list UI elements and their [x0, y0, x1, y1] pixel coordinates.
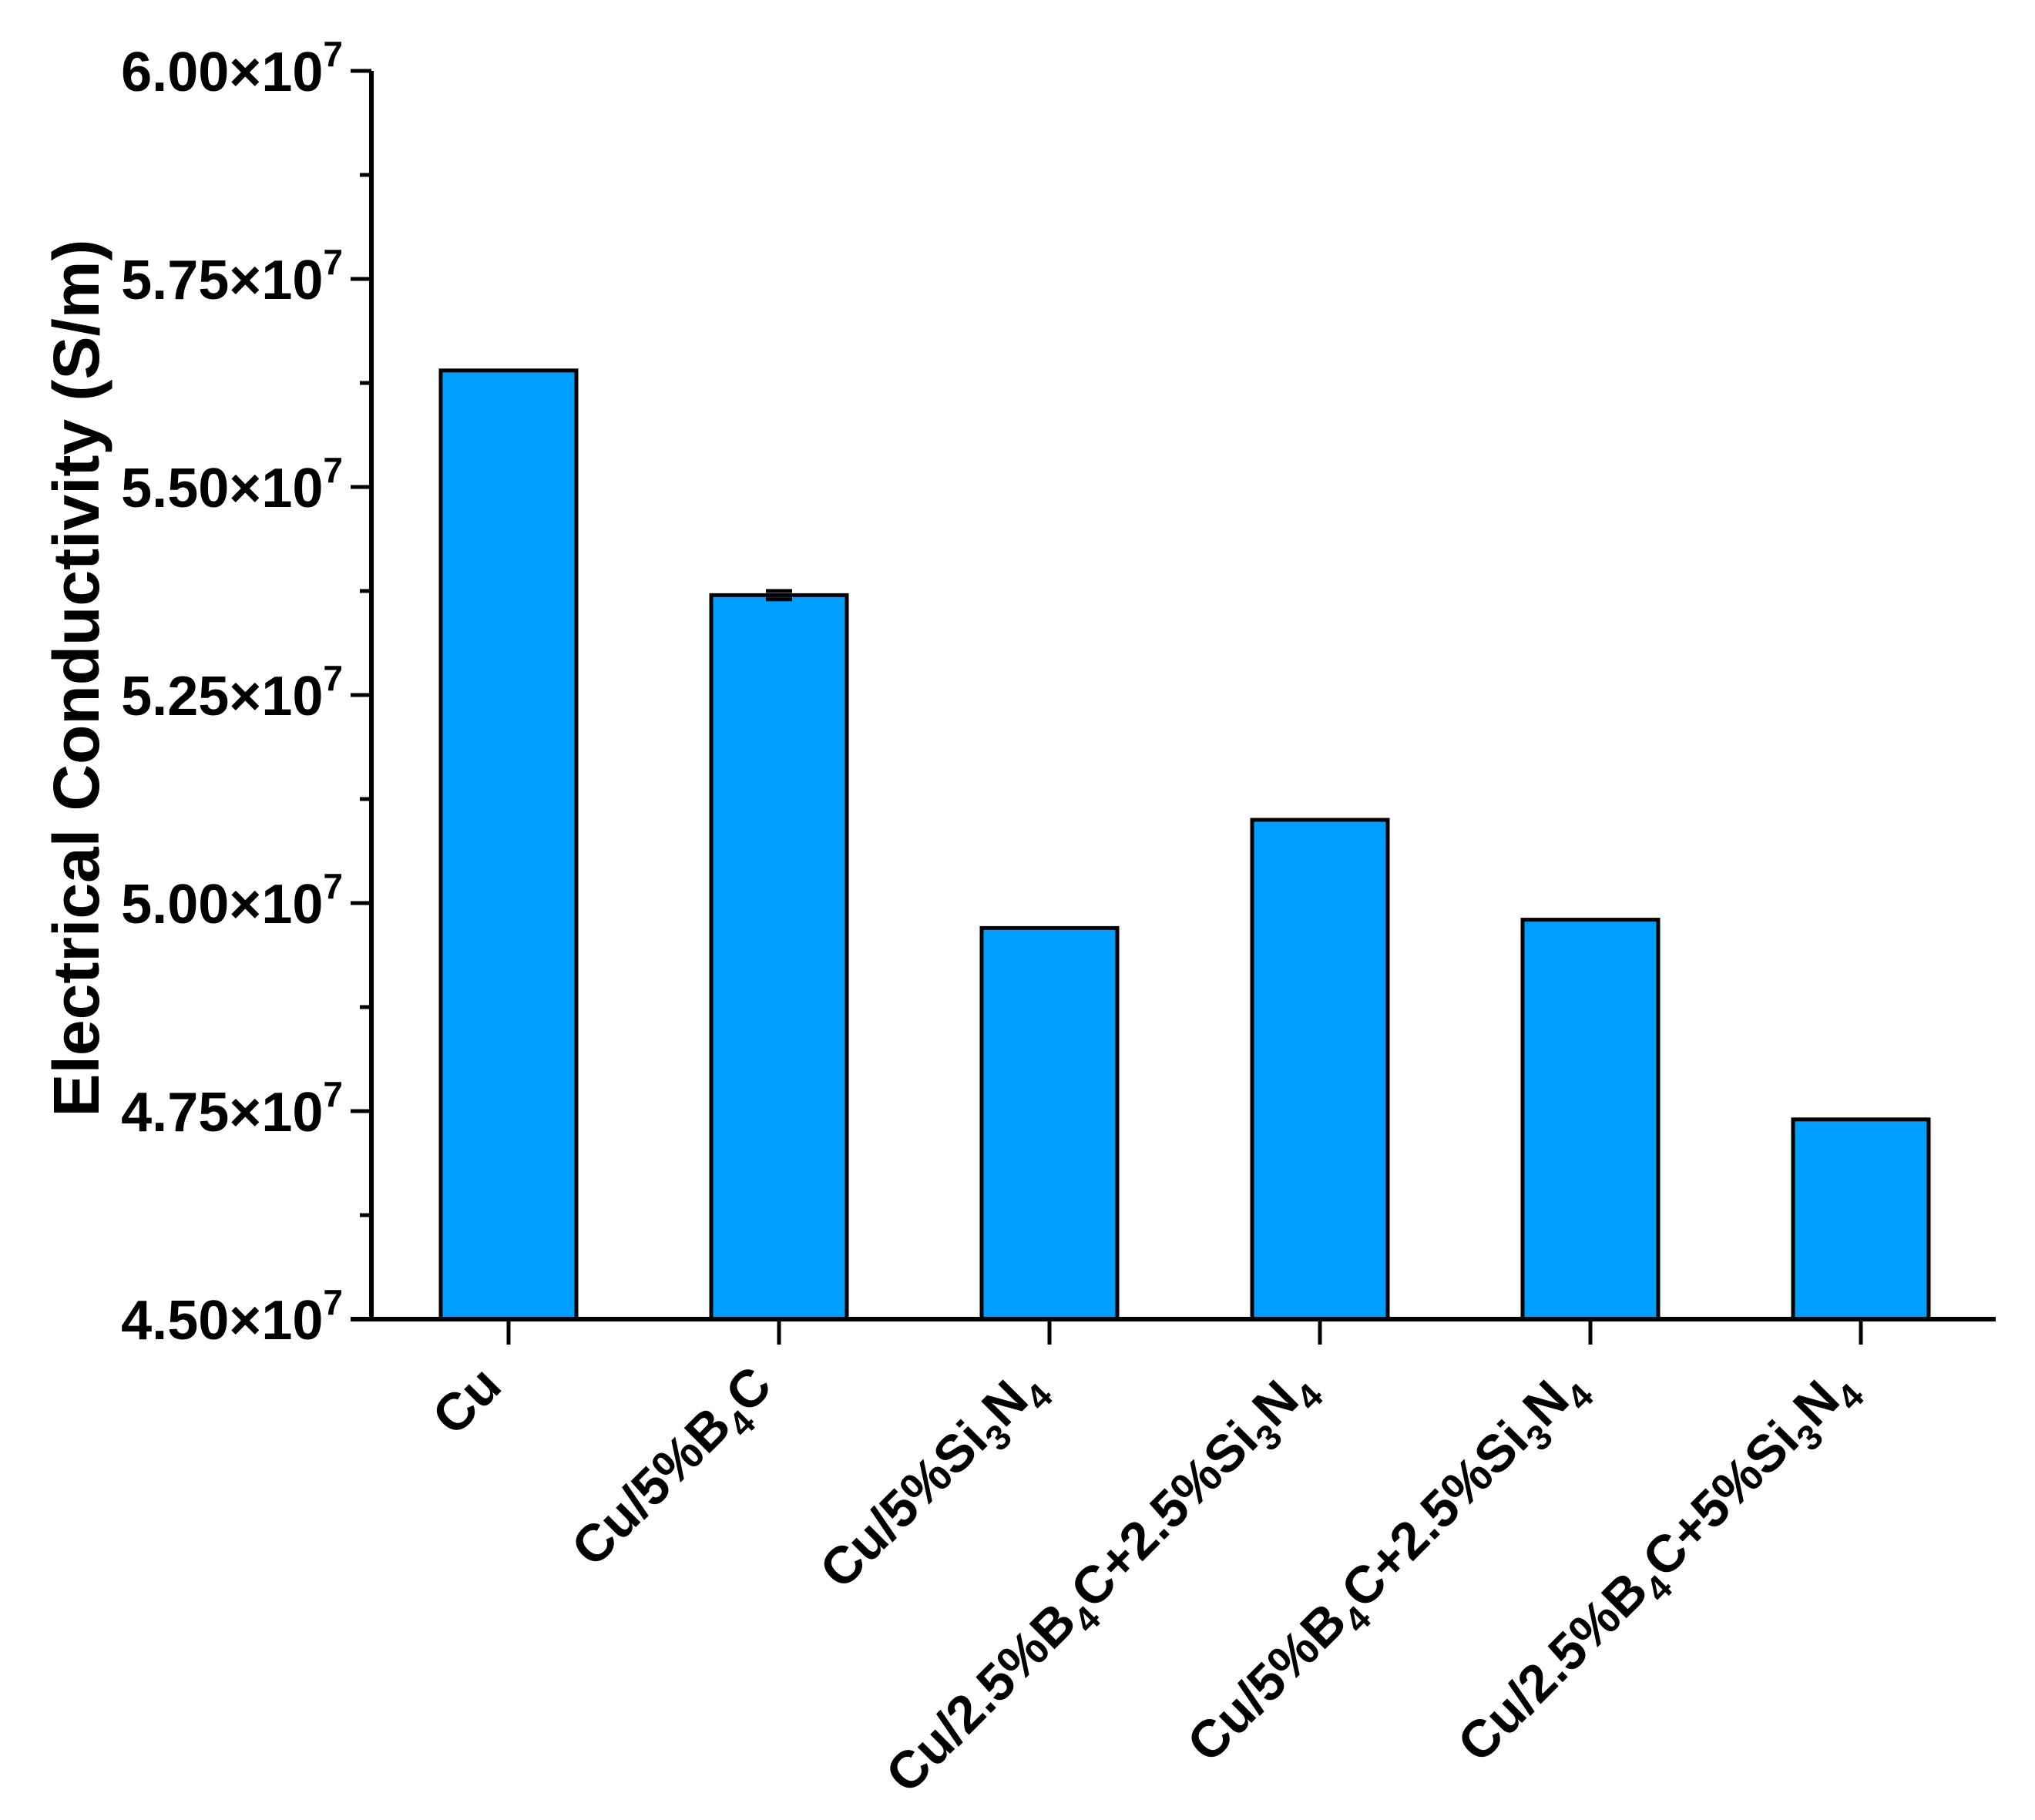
y-tick-label: 5.50×107 — [121, 450, 343, 519]
bar-Cu/2.5%B4C+5%Si3N4 — [1791, 1117, 1931, 1321]
y-tick-label: 5.75×107 — [121, 242, 343, 311]
bar-Cu/2.5%B4C+2.5%Si3N4 — [1250, 818, 1390, 1321]
x-category-label-Cu/5%Si3N4: Cu/5%Si3N4 — [809, 1355, 1061, 1607]
y-axis-title: Electrical Conductivity (S/m) — [40, 240, 112, 1117]
x-category-label-Cu/5%B4C: Cu/5%B4C — [560, 1355, 789, 1584]
x-category-label-Cu: Cu — [421, 1355, 512, 1446]
bar-Cu — [438, 368, 579, 1321]
x-category-label-Cu/2.5%B4C+5%Si3N4: Cu/2.5%B4C+5%Si3N4 — [1446, 1355, 1872, 1781]
y-tick-label: 5.00×107 — [121, 866, 343, 935]
y-tick-label: 4.75×107 — [121, 1074, 343, 1143]
bar-Cu/5%Si3N4 — [979, 925, 1120, 1321]
y-tick-label: 5.25×107 — [121, 658, 343, 727]
y-tick-label: 4.50×107 — [121, 1282, 343, 1352]
y-tick-label: 6.00×107 — [121, 34, 343, 103]
bar-Cu/5%B4C+2.5%Si3N4 — [1520, 918, 1661, 1321]
bar-Cu/5%B4C — [709, 593, 849, 1321]
